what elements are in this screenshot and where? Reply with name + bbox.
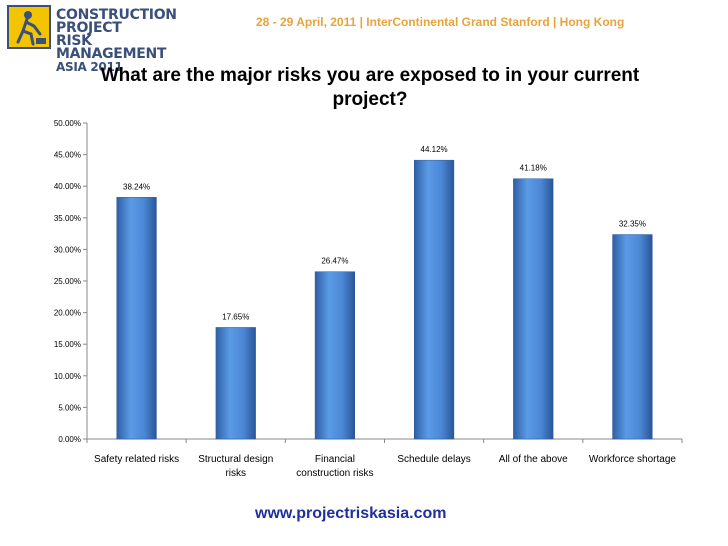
y-tick-label: 15.00%	[54, 340, 81, 349]
category-label: risks	[225, 468, 246, 479]
bar-value-label: 17.65%	[222, 312, 249, 321]
chart-title: What are the major risks you are exposed…	[100, 65, 640, 110]
logo-line-2: RISK MANAGEMENT	[56, 33, 167, 62]
y-tick-label: 20.00%	[54, 309, 81, 318]
y-tick-label: 40.00%	[54, 182, 81, 191]
category-label: All of the above	[499, 454, 568, 465]
bar-value-label: 38.24%	[123, 182, 150, 191]
logo-text: CONSTRUCTION PROJECT RISK MANAGEMENT ASI…	[56, 7, 196, 74]
y-tick-label: 45.00%	[54, 151, 81, 160]
bar-value-label: 44.12%	[421, 145, 448, 154]
y-tick-label: 50.00%	[54, 119, 81, 128]
bar-value-label: 26.47%	[321, 257, 348, 266]
category-label: Safety related risks	[94, 454, 179, 465]
bar	[414, 159, 455, 440]
bar	[612, 234, 653, 440]
category-label: Workforce shortage	[589, 454, 677, 465]
bar-value-label: 41.18%	[520, 164, 547, 173]
bar-value-label: 32.35%	[619, 220, 646, 229]
y-tick-label: 35.00%	[54, 214, 81, 223]
y-tick-label: 30.00%	[54, 245, 81, 254]
bar	[513, 178, 554, 440]
event-info: 28 - 29 April, 2011 | InterContinental G…	[256, 15, 625, 29]
y-tick-label: 10.00%	[54, 372, 81, 381]
website-link[interactable]: www.projectriskasia.com	[255, 505, 447, 522]
category-label: Financial	[315, 454, 355, 465]
y-tick-label: 5.00%	[58, 403, 81, 412]
construction-sign-icon	[7, 5, 51, 49]
category-label: Schedule delays	[397, 454, 470, 465]
logo-line-1: CONSTRUCTION PROJECT	[56, 7, 177, 36]
category-label: Structural design	[198, 454, 273, 465]
category-label: construction risks	[296, 468, 373, 479]
y-tick-label: 25.00%	[54, 277, 81, 286]
bar	[314, 271, 356, 440]
y-tick-label: 0.00%	[58, 435, 81, 444]
bar	[116, 197, 157, 440]
logo-line-3: ASIA 2011	[56, 60, 123, 74]
bar	[215, 327, 256, 440]
event-logo: CONSTRUCTION PROJECT RISK MANAGEMENT ASI…	[6, 4, 196, 74]
